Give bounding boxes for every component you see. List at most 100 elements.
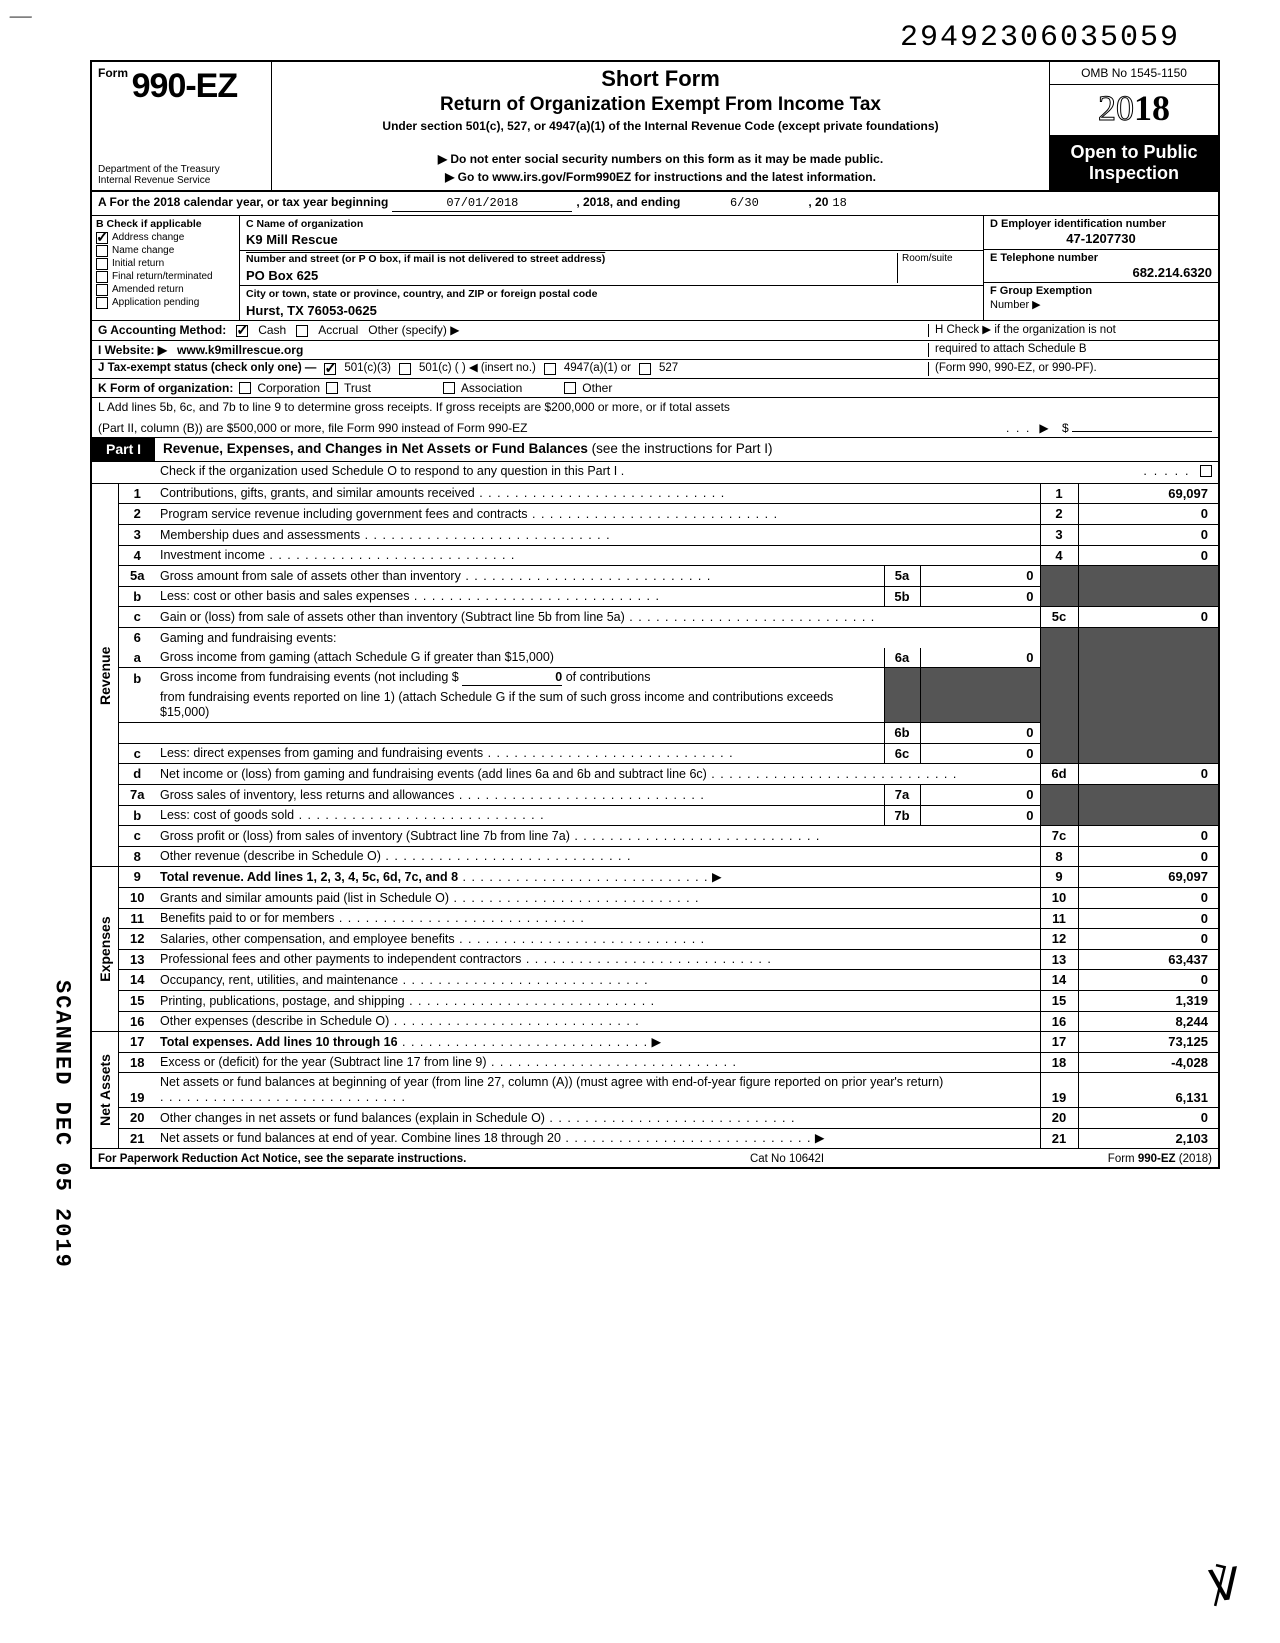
line-5c-no: c [118, 607, 156, 628]
taxyear-yy: 18 [832, 196, 862, 210]
form-frame: Form 990-EZ Department of the Treasury I… [90, 60, 1220, 1169]
line-5b-subval: 0 [920, 586, 1040, 607]
line-7c-no: c [118, 826, 156, 847]
line-1-desc: Contributions, gifts, grants, and simila… [160, 486, 475, 500]
org-city: Hurst, TX 76053-0625 [246, 303, 977, 319]
line-18-no: 18 [118, 1052, 156, 1073]
chk-final-return[interactable]: Final return/terminated [96, 271, 235, 283]
sidetab-expenses: Expenses [92, 867, 118, 1032]
line-13-no: 13 [118, 949, 156, 970]
line-8-box: 8 [1040, 846, 1078, 867]
line-5b-no: b [118, 586, 156, 607]
sidetab-revenue: Revenue [92, 484, 118, 867]
header-right: OMB No 1545-1150 2018 Open to Public Ins… [1050, 62, 1218, 190]
line-8-amt: 0 [1078, 846, 1218, 867]
chk-accrual[interactable] [296, 325, 308, 337]
line-6-desc: Gaming and fundraising events: [156, 628, 1040, 648]
city-label: City or town, state or province, country… [246, 288, 977, 301]
line-5a-subval: 0 [920, 566, 1040, 587]
line-3-box: 3 [1040, 525, 1078, 546]
line-20-desc: Other changes in net assets or fund bala… [160, 1111, 545, 1125]
row-k-orgform: K Form of organization: Corporation Trus… [92, 379, 1218, 398]
line-9-desc: Total revenue. Add lines 1, 2, 3, 4, 5c,… [160, 870, 458, 884]
title-main: Return of Organization Exempt From Incom… [280, 94, 1041, 117]
line-6a-desc: Gross income from gaming (attach Schedul… [156, 648, 884, 668]
line-7c-amt: 0 [1078, 826, 1218, 847]
chk-corp[interactable] [239, 382, 251, 394]
sidetab-netassets: Net Assets [92, 1032, 118, 1149]
ssn-warning: ▶ Do not enter social security numbers o… [280, 152, 1041, 166]
line-5a-no: 5a [118, 566, 156, 587]
chk-4947[interactable] [544, 363, 556, 375]
chk-501c[interactable] [399, 363, 411, 375]
line-6d-amt: 0 [1078, 764, 1218, 785]
chk-address-change[interactable]: Address change [96, 232, 235, 244]
line-6c-no: c [118, 743, 156, 764]
chk-cash[interactable] [236, 325, 248, 337]
line-6a-no: a [118, 648, 156, 668]
line-18-desc: Excess or (deficit) for the year (Subtra… [160, 1055, 487, 1069]
line-6b-subbox: 6b [884, 723, 920, 744]
line-4-no: 4 [118, 545, 156, 566]
chk-501c3[interactable] [324, 363, 336, 375]
line-6d-no: d [118, 764, 156, 785]
line-4-amt: 0 [1078, 545, 1218, 566]
chk-527[interactable] [639, 363, 651, 375]
line-7a-subval: 0 [920, 784, 1040, 805]
line-10-amt: 0 [1078, 887, 1218, 908]
line-16-box: 16 [1040, 1011, 1078, 1032]
org-name-label: C Name of organization [246, 218, 977, 231]
chk-amended[interactable]: Amended return [96, 284, 235, 296]
line-5b-desc: Less: cost or other basis and sales expe… [160, 589, 409, 603]
omb-number: OMB No 1545-1150 [1050, 62, 1218, 85]
line-1-amt: 69,097 [1078, 484, 1218, 504]
chk-initial-return[interactable]: Initial return [96, 258, 235, 270]
row-h-cont1: required to attach Schedule B [928, 343, 1218, 357]
line-6c-desc: Less: direct expenses from gaming and fu… [160, 746, 483, 760]
form-footer: For Paperwork Reduction Act Notice, see … [92, 1148, 1218, 1167]
chk-app-pending[interactable]: Application pending [96, 297, 235, 309]
org-street: PO Box 625 [246, 268, 897, 284]
line-21-box: 21 [1040, 1128, 1078, 1148]
line-7a-desc: Gross sales of inventory, less returns a… [160, 788, 454, 802]
title-sub: Under section 501(c), 527, or 4947(a)(1)… [280, 119, 1041, 133]
line-4-desc: Investment income [160, 548, 265, 562]
website-url: www.k9millrescue.org [177, 343, 303, 357]
line-21-desc: Net assets or fund balances at end of ye… [160, 1131, 561, 1145]
line-7b-subbox: 7b [884, 805, 920, 826]
line-15-desc: Printing, publications, postage, and shi… [160, 994, 405, 1008]
line-5c-desc: Gain or (loss) from sale of assets other… [160, 610, 625, 624]
line-17-desc: Total expenses. Add lines 10 through 16 [160, 1035, 398, 1049]
line-18-box: 18 [1040, 1052, 1078, 1073]
line-6a-subval: 0 [920, 648, 1040, 668]
chk-assoc[interactable] [443, 382, 455, 394]
line-9-no: 9 [118, 867, 156, 888]
dln-number: 29492306035059 [90, 20, 1220, 56]
chk-other-org[interactable] [564, 382, 576, 394]
line-11-box: 11 [1040, 908, 1078, 929]
line-2-desc: Program service revenue including govern… [160, 507, 528, 521]
line-14-box: 14 [1040, 970, 1078, 991]
line-2-no: 2 [118, 504, 156, 525]
line-5a-subbox: 5a [884, 566, 920, 587]
line-12-box: 12 [1040, 929, 1078, 950]
chk-trust[interactable] [326, 382, 338, 394]
room-suite-label: Room/suite [897, 253, 977, 283]
col-c-org: C Name of organization K9 Mill Rescue Nu… [240, 216, 983, 321]
chk-name-change[interactable]: Name change [96, 245, 235, 257]
part-i-bar: Part I Revenue, Expenses, and Changes in… [92, 437, 1218, 462]
line-19-box: 19 [1040, 1073, 1078, 1108]
form-number: Form 990-EZ [98, 66, 265, 107]
line-2-box: 2 [1040, 504, 1078, 525]
part-i-tab: Part I [92, 438, 155, 461]
line-12-desc: Salaries, other compensation, and employ… [160, 932, 455, 946]
line-14-no: 14 [118, 970, 156, 991]
line-14-desc: Occupancy, rent, utilities, and maintena… [160, 973, 398, 987]
group-exemption-label: F Group Exemption [990, 285, 1212, 298]
line-3-amt: 0 [1078, 525, 1218, 546]
cat-no: Cat No 10642I [750, 1153, 824, 1167]
line-1-no: 1 [118, 484, 156, 504]
form-header: Form 990-EZ Department of the Treasury I… [92, 62, 1218, 192]
chk-sched-o[interactable] [1200, 465, 1212, 477]
line-5a-desc: Gross amount from sale of assets other t… [160, 569, 461, 583]
